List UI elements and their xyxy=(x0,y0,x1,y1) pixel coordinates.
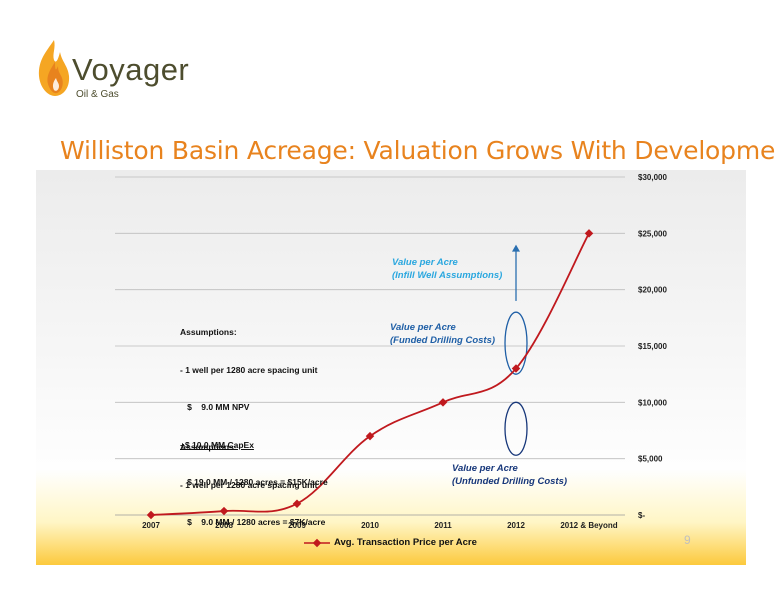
voyager-logo: Voyager Oil & Gas xyxy=(36,36,216,116)
x-tick-label: 2010 xyxy=(361,521,379,530)
x-tick-label: 2008 xyxy=(215,521,233,530)
annotation-unfunded-line2: (Unfunded Drilling Costs) xyxy=(452,476,568,487)
data-point xyxy=(146,510,156,520)
annotation-infill-line2: (Infill Well Assumptions) xyxy=(392,270,503,281)
x-tick-label: 2011 xyxy=(434,521,452,530)
assumption-line: $ 9.0 MM NPV xyxy=(180,402,250,412)
ellipse-funded xyxy=(504,311,528,375)
annotation-unfunded: Value per Acre (Unfunded Drilling Costs) xyxy=(452,462,567,488)
annotation-unfunded-line1: Value per Acre xyxy=(452,463,518,474)
assumptions-unfunded: Assumptions: - 1 well per 1280 acre spac… xyxy=(180,416,325,541)
assumption-line: $ 19.0 MM / 1280 acres = $15K/acre xyxy=(180,477,328,487)
slide-title: Williston Basin Acreage: Valuation Grows… xyxy=(60,136,776,165)
infill-arrow xyxy=(512,244,520,301)
chart-gridlines xyxy=(115,176,625,516)
page-number: 9 xyxy=(684,533,691,547)
y-tick-label: $25,000 xyxy=(638,229,667,238)
annotation-funded: Value per Acre (Funded Drilling Costs) xyxy=(390,321,495,347)
data-point xyxy=(584,229,594,238)
y-tick-label: $20,000 xyxy=(638,286,667,295)
y-tick-label: $- xyxy=(638,511,645,520)
legend-series-label: Avg. Transaction Price per Acre xyxy=(334,537,477,548)
assumption-line: - 1 well per 1280 acre spacing unit xyxy=(180,479,318,490)
legend-line-marker-icon xyxy=(304,538,330,547)
data-point xyxy=(219,506,229,516)
annotation-funded-line1: Value per Acre xyxy=(390,322,456,333)
logo-wordmark: Voyager xyxy=(72,52,190,87)
assumption-line: $ 9.0 MM / 1280 acres = $7K/acre xyxy=(180,517,326,527)
x-tick-label: 2009 xyxy=(288,521,306,530)
data-point xyxy=(511,364,521,373)
y-tick-label: $15,000 xyxy=(638,342,667,351)
x-tick-label: 2012 xyxy=(507,521,525,530)
x-axis-ticks: 2007 2008 2009 2010 2011 2012 2012 & Beyond xyxy=(142,521,618,530)
ellipse-unfunded xyxy=(504,401,528,456)
assumption-line: +$ 10.0 MM CapEx xyxy=(180,439,254,450)
annotation-infill: Value per Acre (Infill Well Assumptions) xyxy=(392,256,502,282)
x-tick-label: 2007 xyxy=(142,521,160,530)
chart-legend: Avg. Transaction Price per Acre xyxy=(304,537,477,548)
x-tick-label: 2012 & Beyond xyxy=(560,521,617,530)
arrow-head-icon xyxy=(512,244,520,252)
logo-subtitle: Oil & Gas xyxy=(76,89,119,100)
y-tick-label: $30,000 xyxy=(638,173,667,182)
data-point xyxy=(365,431,375,441)
assumption-line: Assumptions: xyxy=(180,442,237,452)
y-axis-ticks: $- $5,000 $10,000 $15,000 $20,000 $25,000 $30,… xyxy=(638,173,667,520)
data-point xyxy=(438,398,448,407)
annotation-ellipses xyxy=(504,311,528,456)
data-point xyxy=(292,499,302,508)
assumptions-funded: Assumptions: - 1 well per 1280 acre spac… xyxy=(180,301,328,501)
annotation-infill-line1: Value per Acre xyxy=(392,257,458,268)
y-tick-label: $10,000 xyxy=(638,398,667,407)
y-tick-label: $5,000 xyxy=(638,455,663,464)
annotation-funded-line2: (Funded Drilling Costs) xyxy=(390,335,496,346)
assumption-line: Assumptions: xyxy=(180,327,237,337)
assumption-line: - 1 well per 1280 acre spacing unit xyxy=(180,364,318,375)
flame-icon xyxy=(38,40,70,96)
chart-panel-glow xyxy=(36,470,746,565)
